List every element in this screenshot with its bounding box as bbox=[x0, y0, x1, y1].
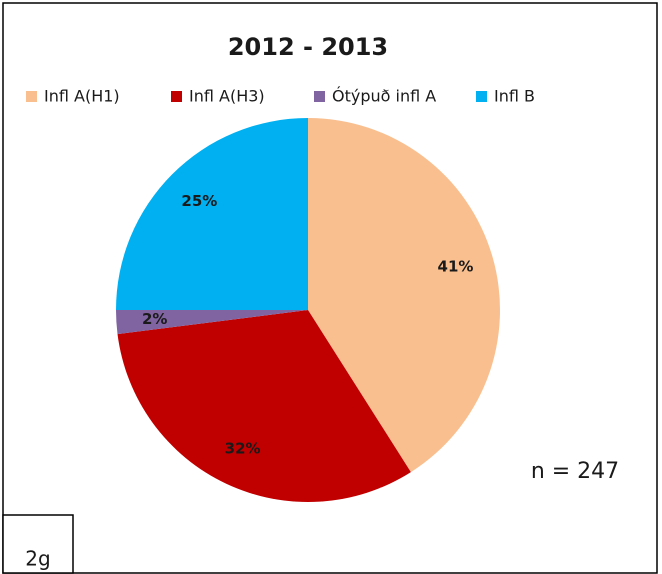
pie: 41% 32% 2% 25% bbox=[116, 118, 501, 503]
legend-swatch bbox=[171, 91, 182, 102]
pie-slice bbox=[116, 118, 308, 310]
legend-swatch bbox=[476, 91, 487, 102]
chart-title: 2012 - 2013 bbox=[228, 33, 388, 61]
panel-label: 2g bbox=[25, 547, 50, 571]
legend-label: Infl A(H3) bbox=[189, 87, 265, 106]
annotation: n = 247 bbox=[531, 459, 619, 484]
legend-label: Infl A(H1) bbox=[44, 87, 120, 106]
data-label: 41% bbox=[438, 258, 474, 276]
pie-slice bbox=[116, 310, 308, 335]
legend-label: Infl B bbox=[494, 87, 535, 106]
legend-swatch bbox=[26, 91, 37, 102]
pie-slice bbox=[308, 118, 501, 473]
data-label: 32% bbox=[225, 439, 261, 457]
legend: Infl A(H1) Infl A(H3) Ótýpuð infl A Infl B bbox=[26, 87, 535, 106]
legend-swatch bbox=[314, 91, 325, 102]
pie-slice bbox=[117, 310, 411, 503]
data-label: 2% bbox=[142, 310, 167, 328]
data-label: 25% bbox=[181, 192, 217, 210]
legend-label: Ótýpuð infl A bbox=[332, 87, 436, 106]
panel-label-box bbox=[2, 514, 74, 574]
